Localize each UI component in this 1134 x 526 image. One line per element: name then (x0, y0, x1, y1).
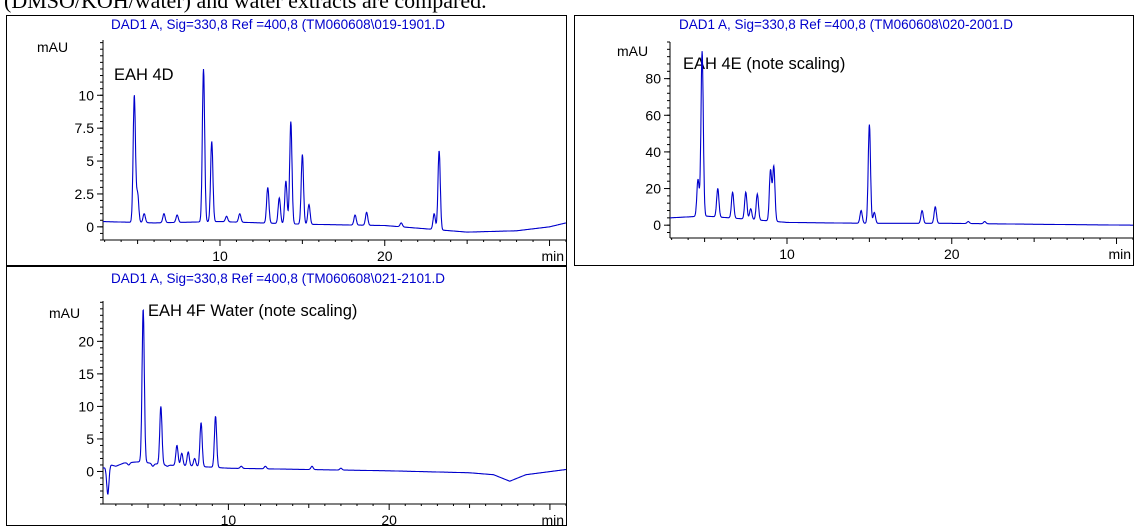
y-tick-label: 20 (78, 333, 94, 349)
y-axis-label: mAU (49, 305, 80, 321)
x-unit-label: min (541, 248, 564, 264)
y-tick-label: 0 (86, 463, 94, 479)
y-tick-label: 2.5 (75, 186, 95, 202)
chart-header: DAD1 A, Sig=330,8 Ref =400,8 (TM060608\0… (679, 17, 1013, 32)
x-tick-label: 10 (212, 248, 228, 264)
chart-header: DAD1 A, Sig=330,8 Ref =400,8 (TM060608\0… (111, 17, 445, 32)
y-tick-label: 60 (645, 107, 661, 123)
y-tick-label: 10 (78, 398, 94, 414)
x-tick-label: 10 (221, 512, 237, 525)
signal-trace (102, 309, 566, 495)
y-tick-label: 5 (86, 153, 94, 169)
y-tick-label: 0 (86, 219, 94, 235)
figure-caption: (DMSO/KOH/water) and water extracts are … (4, 0, 487, 13)
sample-annotation: EAH 4D (114, 66, 174, 84)
y-tick-label: 0 (653, 217, 661, 233)
chart-4f: DAD1 A, Sig=330,8 Ref =400,8 (TM060608\0… (49, 271, 566, 525)
signal-trace (103, 68, 566, 233)
x-unit-label: min (541, 512, 564, 525)
chart-4d: DAD1 A, Sig=330,8 Ref =400,8 (TM060608\0… (37, 17, 566, 264)
sample-annotation: EAH 4F Water (note scaling) (148, 302, 357, 320)
x-tick-label: 10 (779, 246, 795, 262)
chart-header: DAD1 A, Sig=330,8 Ref =400,8 (TM060608\0… (111, 271, 445, 286)
x-tick-label: 20 (381, 512, 397, 525)
chart-4e: DAD1 A, Sig=330,8 Ref =400,8 (TM060608\0… (617, 17, 1133, 262)
sample-annotation: EAH 4E (note scaling) (683, 55, 845, 73)
x-tick-label: 20 (377, 248, 393, 264)
y-axis-label: mAU (617, 43, 648, 59)
x-tick-label: 20 (944, 246, 960, 262)
y-tick-label: 7.5 (75, 120, 95, 136)
y-tick-label: 80 (645, 71, 661, 87)
y-tick-label: 5 (86, 431, 94, 447)
y-tick-label: 15 (78, 366, 94, 382)
y-axis-label: mAU (37, 39, 68, 55)
y-tick-label: 40 (645, 144, 661, 160)
signal-trace (669, 51, 1133, 226)
x-unit-label: min (1108, 246, 1131, 262)
chromatogram-panel-4d: DAD1 A, Sig=330,8 Ref =400,8 (TM060608\0… (6, 15, 567, 266)
y-tick-label: 10 (78, 87, 94, 103)
y-tick-label: 20 (645, 181, 661, 197)
chromatogram-panel-4e: DAD1 A, Sig=330,8 Ref =400,8 (TM060608\0… (574, 15, 1134, 266)
chromatogram-panel-4f: DAD1 A, Sig=330,8 Ref =400,8 (TM060608\0… (6, 266, 567, 526)
